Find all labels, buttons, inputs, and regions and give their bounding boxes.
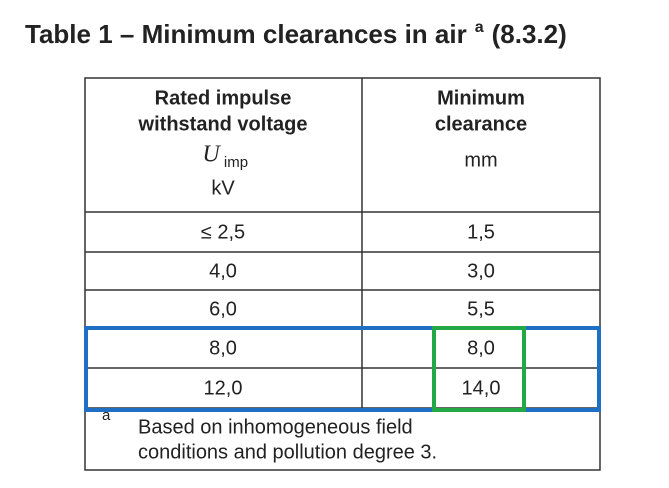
table-border [84,77,601,471]
cell: 8,0 [467,337,495,359]
footnote-text: Based on inhomogeneous field [138,416,413,438]
row-highlight [84,326,601,412]
cell: 12,0 [204,377,243,399]
title-ref: (8.3.2) [492,19,567,49]
title-text: Table 1 – Minimum clearances in air [25,19,467,49]
cell: 5,5 [467,298,495,320]
symbol-subscript: imp [224,154,248,171]
column-header: clearance [435,113,527,135]
column-header: Minimum [437,87,525,109]
table-title: Table 1 – Minimum clearances in air a (8.3… [25,19,567,49]
cell: 4,0 [209,260,237,282]
cell: 1,5 [467,221,495,243]
cell: ≤ 2,5 [201,221,245,243]
symbol: U [202,142,221,168]
column-header: Rated impulse [155,87,292,109]
column-header: withstand voltage [138,113,308,135]
title-note: a [475,19,484,36]
footnote-marker: a [102,407,111,424]
unit: mm [464,149,497,171]
unit: kV [211,177,235,199]
cell: 6,0 [209,298,237,320]
cell: 3,0 [467,260,495,282]
footnote-text: conditions and pollution degree 3. [138,441,437,463]
cell: 8,0 [209,337,237,359]
cell-highlight [432,326,526,412]
cell: 14,0 [462,377,501,399]
